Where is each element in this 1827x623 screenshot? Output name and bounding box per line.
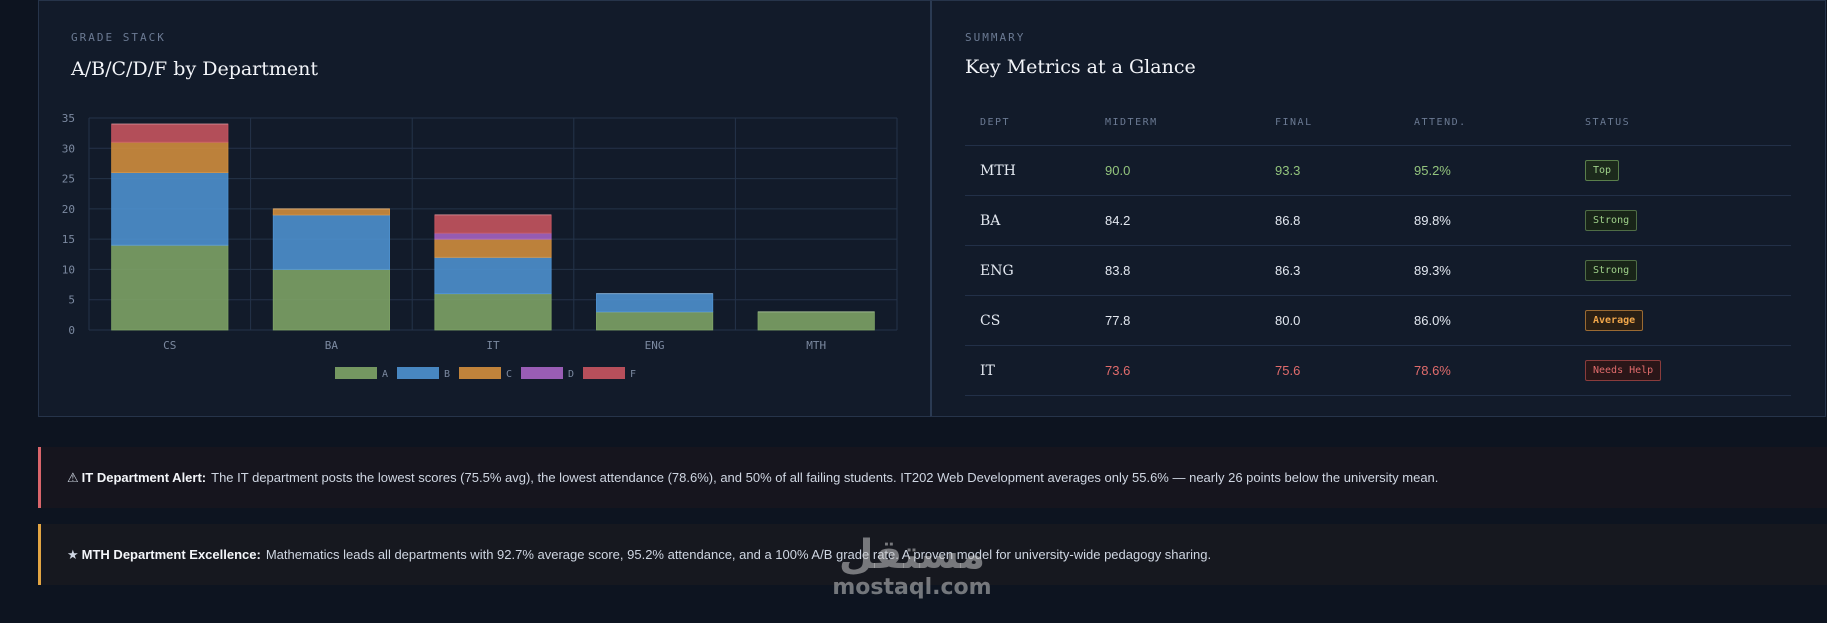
bar-segment-c: [111, 141, 229, 173]
header-final: FINAL: [1275, 117, 1313, 128]
dept-cell: BA: [980, 212, 1001, 229]
it-alert-title: IT Department Alert:: [81, 470, 207, 485]
bar-segment-a: [757, 311, 875, 331]
y-tick-label: 20: [62, 203, 75, 216]
final-cell: 75.6: [1275, 363, 1301, 378]
grade-stack-panel: GRADE STACK A/B/C/D/F by Department 0 5 10…: [38, 0, 931, 417]
legend-label-f: F: [630, 369, 636, 380]
y-tick-label: 10: [62, 263, 75, 276]
x-tick-label: BA: [325, 339, 339, 352]
status-badge: Strong: [1585, 260, 1638, 281]
final-cell: 93.3: [1275, 163, 1301, 178]
attend-cell: 89.8%: [1414, 213, 1451, 228]
mth-alert-text: Mathematics leads all departments with 9…: [265, 547, 1212, 562]
legend-swatch-c: [459, 367, 501, 379]
x-tick-label: IT: [486, 339, 500, 352]
header-dept: DEPT: [980, 117, 1011, 128]
bar-segment-a: [596, 311, 714, 331]
chart-title: A/B/C/D/F by Department: [71, 58, 319, 80]
table-row: MTH 90.0 93.3 95.2% Top: [965, 146, 1791, 196]
dept-cell: CS: [980, 312, 1001, 329]
bar-segment-d: [434, 232, 552, 240]
status-cell: Strong: [1585, 246, 1638, 295]
dept-cell: ENG: [980, 262, 1014, 279]
legend-swatch-d: [521, 367, 563, 379]
legend-swatch-b: [397, 367, 439, 379]
it-alert-banner: ⚠ IT Department Alert: The IT department…: [38, 447, 1827, 508]
attend-cell: 89.3%: [1414, 263, 1451, 278]
attend-cell: 78.6%: [1414, 363, 1451, 378]
legend-swatch-a: [335, 367, 377, 379]
legend-label-c: C: [506, 369, 512, 380]
header-midterm: MIDTERM: [1105, 117, 1158, 128]
bar-segment-a: [272, 269, 390, 331]
status-cell: Strong: [1585, 196, 1638, 245]
bar-segment-f: [434, 214, 552, 234]
midterm-cell: 90.0: [1105, 163, 1131, 178]
midterm-cell: 83.8: [1105, 263, 1131, 278]
dept-cell: IT: [980, 362, 995, 379]
metrics-table: DEPT MIDTERM FINAL ATTEND. STATUS MTH 90…: [965, 109, 1791, 396]
summary-title: Key Metrics at a Glance: [965, 56, 1196, 78]
summary-eyebrow: SUMMARY: [965, 31, 1026, 44]
header-status: STATUS: [1585, 117, 1631, 128]
x-tick-label: CS: [163, 339, 176, 352]
status-badge: Needs Help: [1585, 360, 1662, 381]
summary-panel: SUMMARY Key Metrics at a Glance DEPT MID…: [930, 0, 1826, 417]
bar-segment-a: [111, 244, 229, 331]
legend-label-d: D: [568, 369, 574, 380]
attend-cell: 95.2%: [1414, 163, 1451, 178]
status-cell: Top: [1585, 146, 1620, 195]
final-cell: 86.3: [1275, 263, 1301, 278]
bar-segment-b: [434, 256, 552, 295]
mth-excellence-banner: ★ MTH Department Excellence: Mathematics…: [38, 524, 1827, 585]
legend-label-b: B: [444, 369, 450, 380]
bar-segment-b: [596, 293, 714, 313]
y-tick-label: 0: [68, 324, 75, 337]
x-tick-label: MTH: [806, 339, 826, 352]
midterm-cell: 73.6: [1105, 363, 1131, 378]
star-icon: ★: [67, 546, 79, 562]
header-attend: ATTEND.: [1414, 117, 1467, 128]
y-tick-label: 35: [62, 112, 75, 125]
bar-segment-c: [434, 238, 552, 258]
y-tick-label: 25: [62, 173, 75, 186]
chart-eyebrow: GRADE STACK: [71, 31, 166, 44]
bar-segment-b: [272, 214, 390, 270]
x-tick-label: ENG: [645, 339, 665, 352]
status-badge: Average: [1585, 310, 1644, 331]
table-header-row: DEPT MIDTERM FINAL ATTEND. STATUS: [965, 109, 1791, 146]
table-row: CS 77.8 80.0 86.0% Average: [965, 296, 1791, 346]
status-badge: Strong: [1585, 210, 1638, 231]
y-tick-label: 15: [62, 233, 75, 246]
legend-label-a: A: [382, 369, 388, 380]
attend-cell: 86.0%: [1414, 313, 1451, 328]
warning-icon: ⚠: [67, 469, 79, 485]
midterm-cell: 77.8: [1105, 313, 1131, 328]
mth-alert-title: MTH Department Excellence:: [81, 547, 261, 562]
status-cell: Needs Help: [1585, 346, 1662, 395]
table-row: IT 73.6 75.6 78.6% Needs Help: [965, 346, 1791, 396]
bar-segment-c: [272, 208, 390, 216]
status-badge: Top: [1585, 160, 1620, 181]
bar-segment-f: [111, 123, 229, 143]
dept-cell: MTH: [980, 162, 1016, 179]
final-cell: 86.8: [1275, 213, 1301, 228]
y-tick-label: 5: [68, 294, 75, 307]
bar-segment-b: [111, 172, 229, 246]
table-row: ENG 83.8 86.3 89.3% Strong: [965, 246, 1791, 296]
bar-segment-a: [434, 293, 552, 331]
stacked-bar-chart: 0 5 10 15 20 25 30 35 CS BA IT ENG MTH A B C D F: [62, 112, 898, 380]
legend-swatch-f: [583, 367, 625, 379]
y-tick-label: 30: [62, 142, 75, 155]
table-row: BA 84.2 86.8 89.8% Strong: [965, 196, 1791, 246]
final-cell: 80.0: [1275, 313, 1301, 328]
status-cell: Average: [1585, 296, 1644, 345]
it-alert-text: The IT department posts the lowest score…: [211, 470, 1439, 485]
midterm-cell: 84.2: [1105, 213, 1131, 228]
